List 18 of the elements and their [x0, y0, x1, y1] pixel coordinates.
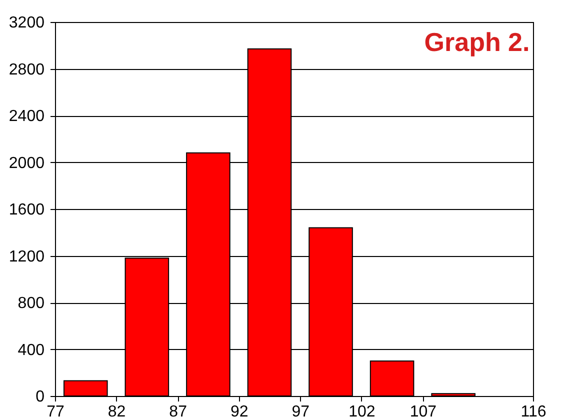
x-tick-label: 87: [169, 404, 188, 418]
x-tick-label: 92: [230, 404, 248, 418]
y-tick-label: 3200: [8, 14, 45, 32]
x-tick-label: 77: [46, 404, 64, 418]
y-tick-label: 400: [18, 342, 45, 359]
y-tick-label: 2800: [8, 61, 45, 78]
y-tick-label: 1600: [8, 202, 45, 218]
x-tick-label: 107: [410, 404, 437, 418]
y-tick-label: 800: [18, 295, 45, 312]
x-tick-label: 97: [292, 404, 310, 418]
y-tick-label: 2400: [8, 108, 45, 125]
chart-title: Graph 2.: [424, 27, 530, 57]
y-tick-label: 0: [36, 388, 45, 406]
x-tick-label: 116: [520, 404, 546, 418]
x-tick-label: 102: [348, 404, 376, 418]
y-tick-label: 2000: [8, 154, 45, 172]
y-tick-label: 1200: [8, 248, 45, 266]
x-tick-label: 82: [108, 404, 126, 418]
